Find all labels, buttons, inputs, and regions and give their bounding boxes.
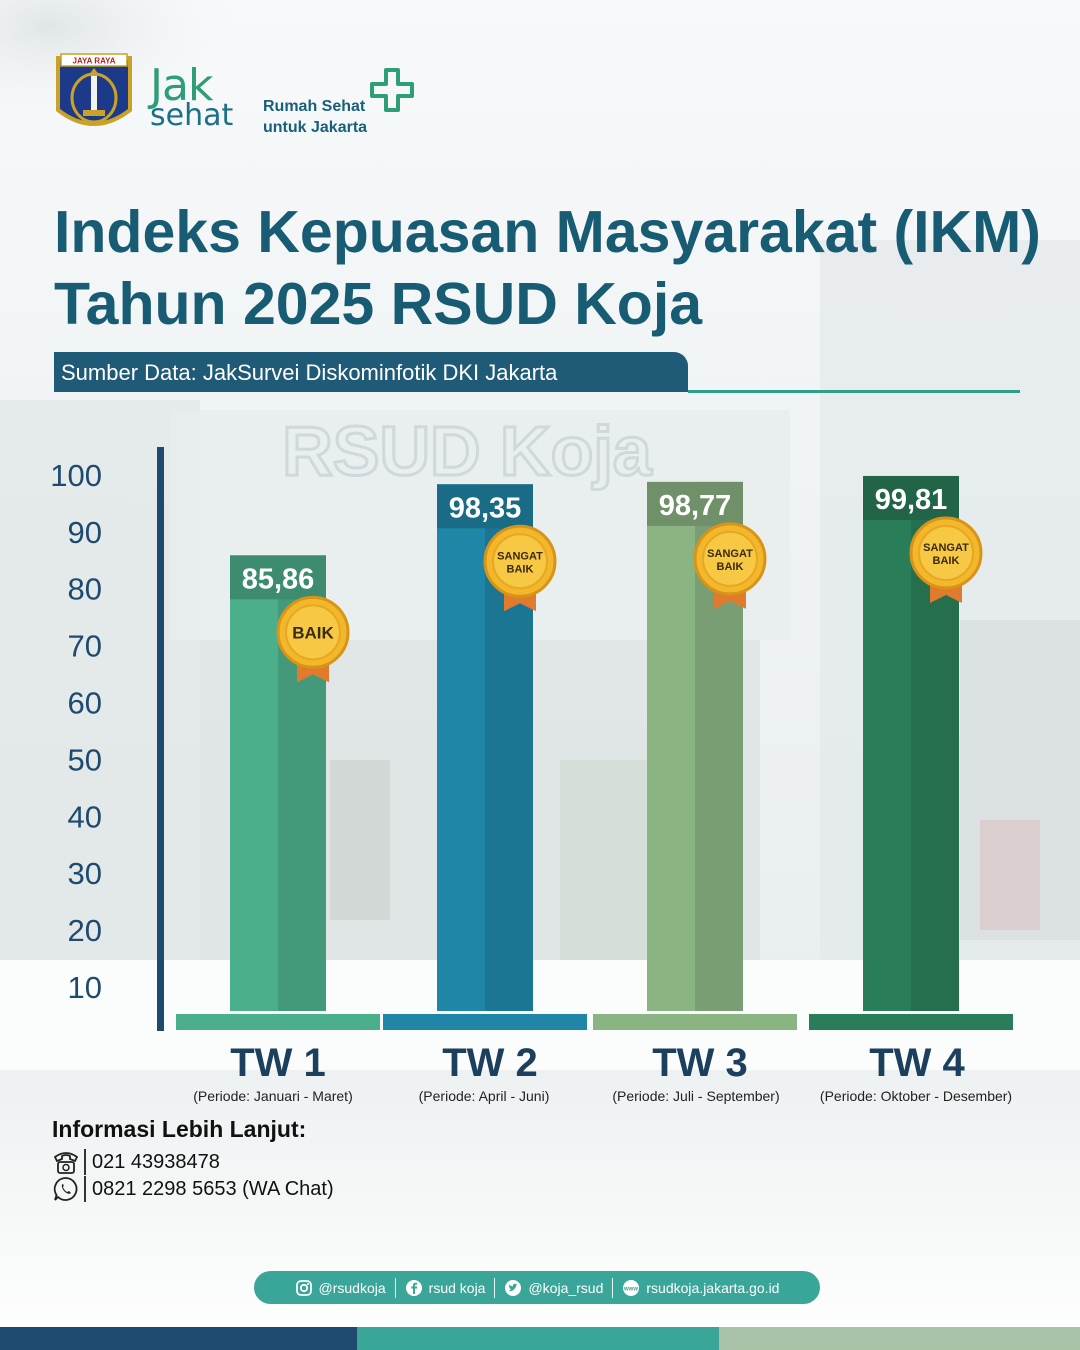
y-axis-line bbox=[157, 447, 164, 1031]
period-label-tw1: (Periode: Januari - Maret) bbox=[193, 1088, 353, 1104]
value-label: 99,81 bbox=[875, 484, 948, 516]
rating-badge-icon: BAIK bbox=[276, 595, 350, 683]
y-tick-label: 60 bbox=[68, 686, 102, 721]
value-label: 98,35 bbox=[449, 492, 522, 524]
bar-base bbox=[383, 1014, 587, 1030]
contact-separator bbox=[84, 1176, 86, 1202]
logo-jak-text: Jak bbox=[150, 60, 213, 111]
whatsapp-number: 0821 2298 5653 (WA Chat) bbox=[92, 1177, 334, 1200]
social-separator bbox=[394, 1277, 396, 1298]
social-twitter[interactable]: @koja_rsud bbox=[495, 1279, 612, 1297]
badge-label: BAIK bbox=[933, 555, 960, 567]
whatsapp-row: 0821 2298 5653 (WA Chat) bbox=[52, 1175, 334, 1203]
page-title: Indeks Kepuasan Masyarakat (IKM) Tahun 2… bbox=[54, 196, 1054, 340]
badge-label: BAIK bbox=[292, 623, 334, 642]
jakarta-seal-logo: JAYA RAYA bbox=[55, 52, 133, 138]
twitter-icon bbox=[505, 1279, 522, 1296]
value-label: 98,77 bbox=[659, 490, 732, 522]
tagline-line1: Rumah Sehat bbox=[263, 98, 366, 115]
social-facebook[interactable]: rsud koja bbox=[396, 1279, 495, 1297]
logo-sehat-text: sehat bbox=[150, 98, 234, 133]
footer-stripe-teal bbox=[357, 1327, 719, 1350]
website-url: rsudkoja.jakarta.go.id bbox=[646, 1279, 780, 1296]
y-tick-label: 10 bbox=[68, 970, 102, 1005]
badge-inner bbox=[702, 530, 758, 587]
category-label-tw1: TW 1 bbox=[230, 1041, 326, 1085]
badge-label: BAIK bbox=[507, 563, 534, 575]
telephone-icon bbox=[53, 1152, 79, 1174]
y-tick-label: 90 bbox=[68, 515, 102, 550]
bar bbox=[863, 475, 911, 1012]
value-label-box bbox=[437, 484, 533, 529]
source-divider bbox=[688, 390, 1020, 393]
twitter-handle: @koja_rsud bbox=[528, 1279, 604, 1296]
social-separator bbox=[612, 1277, 614, 1298]
instagram-handle: @rsudkoja bbox=[318, 1279, 386, 1296]
social-instagram[interactable]: @rsudkoja bbox=[286, 1279, 395, 1297]
tagline-line2: untuk Jakarta bbox=[263, 119, 368, 136]
title-line1: Indeks Kepuasan Masyarakat (IKM) bbox=[54, 199, 1041, 265]
footer-stripe-sage bbox=[719, 1327, 1080, 1350]
badge-label: SANGAT bbox=[497, 550, 543, 562]
tagline: Rumah Sehat untuk Jakarta bbox=[263, 96, 367, 138]
period-label-tw2: (Periode: April - Juni) bbox=[418, 1088, 550, 1104]
value-label-box bbox=[863, 475, 959, 520]
seal-text: JAYA RAYA bbox=[73, 57, 116, 66]
y-tick-label: 100 bbox=[50, 458, 102, 493]
facebook-icon bbox=[405, 1279, 422, 1296]
contact-separator bbox=[84, 1149, 86, 1175]
bar-group-1: 85,86 BAIK bbox=[176, 555, 380, 1030]
y-tick-label: 30 bbox=[68, 856, 102, 891]
title-line2: Tahun 2025 RSUD Koja bbox=[54, 271, 703, 337]
phone-number: 021 43938478 bbox=[92, 1150, 220, 1173]
bar bbox=[647, 481, 695, 1012]
jaksehat-logo: Jak sehat bbox=[150, 60, 250, 136]
value-label: 85,86 bbox=[242, 563, 315, 595]
y-tick-label: 40 bbox=[68, 799, 102, 834]
bar bbox=[230, 555, 278, 1011]
social-media-bar: @rsudkoja rsud koja @koja_rsud www rsudk… bbox=[254, 1271, 820, 1304]
footer-stripe-navy bbox=[0, 1327, 357, 1350]
period-label-tw3: (Periode: Juli - September) bbox=[612, 1088, 780, 1104]
bar-base bbox=[593, 1014, 797, 1030]
value-label-box bbox=[230, 555, 326, 600]
y-tick-label: 80 bbox=[68, 572, 102, 607]
category-label-tw2: TW 2 bbox=[442, 1041, 538, 1085]
facebook-handle: rsud koja bbox=[428, 1279, 486, 1296]
data-source-banner: Sumber Data: JakSurvei Diskominfotik DKI… bbox=[54, 352, 688, 392]
bar-base bbox=[176, 1014, 380, 1030]
category-label-tw3: TW 3 bbox=[652, 1041, 748, 1085]
medical-plus-icon bbox=[370, 68, 414, 112]
svg-text:www: www bbox=[623, 1286, 638, 1292]
badge-label: BAIK bbox=[717, 561, 744, 573]
info-title: Informasi Lebih Lanjut: bbox=[52, 1116, 307, 1142]
category-label-tw4: TW 4 bbox=[869, 1041, 965, 1085]
badge-label: SANGAT bbox=[707, 548, 753, 560]
value-label-box bbox=[647, 481, 743, 526]
instagram-icon bbox=[295, 1279, 312, 1296]
phone-row: 021 43938478 bbox=[52, 1148, 220, 1176]
y-tick-label: 50 bbox=[68, 742, 102, 777]
y-tick-label: 70 bbox=[68, 629, 102, 664]
globe-icon: www bbox=[623, 1279, 640, 1296]
badge-inner bbox=[285, 604, 341, 661]
badge-label: SANGAT bbox=[923, 542, 969, 554]
badge-inner bbox=[918, 524, 974, 581]
badge-inner bbox=[492, 533, 548, 590]
social-website[interactable]: www rsudkoja.jakarta.go.id bbox=[613, 1279, 788, 1297]
bar-base bbox=[809, 1014, 1013, 1030]
bar bbox=[437, 484, 485, 1011]
period-label-tw4: (Periode: Oktober - Desember) bbox=[819, 1088, 1013, 1104]
background-sign-text: RSUD Koja bbox=[282, 412, 653, 490]
y-tick-label: 20 bbox=[68, 913, 102, 948]
social-separator bbox=[494, 1277, 496, 1298]
whatsapp-icon bbox=[53, 1177, 78, 1201]
